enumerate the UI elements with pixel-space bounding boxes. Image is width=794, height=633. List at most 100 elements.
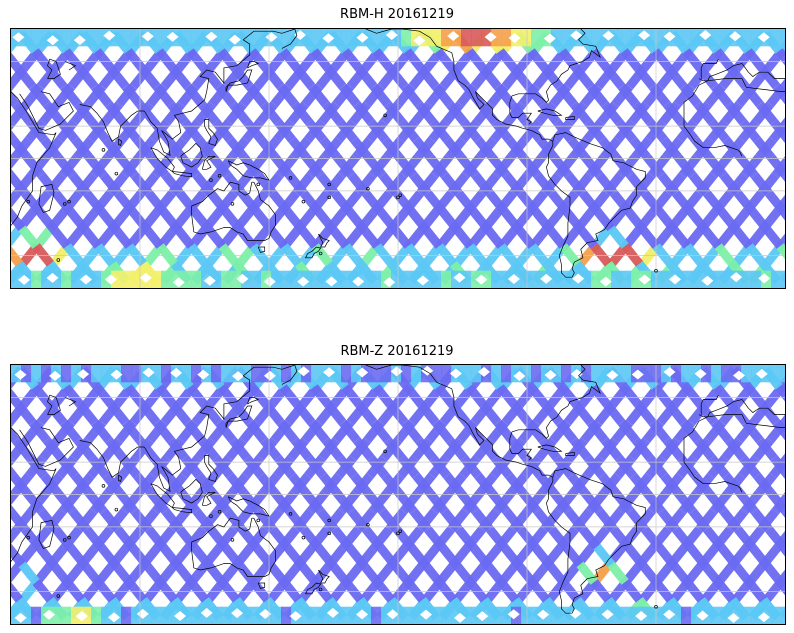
japan-coast xyxy=(225,69,253,92)
band-gap xyxy=(476,611,489,622)
swath-segment xyxy=(14,65,37,90)
band-cell xyxy=(431,606,442,624)
swath-segment xyxy=(156,243,178,267)
panel-top-title: RBM-H 20161219 xyxy=(340,7,454,22)
swath-segment xyxy=(105,437,127,461)
band-cell xyxy=(391,270,402,288)
swath-segment xyxy=(443,472,465,497)
swath-segment xyxy=(63,243,85,267)
swath-segment xyxy=(279,384,301,408)
swath-segment xyxy=(429,119,451,143)
swath-segment xyxy=(21,190,43,214)
swath-segment xyxy=(494,83,516,108)
swath-segment xyxy=(121,419,144,444)
island-outline xyxy=(230,538,235,542)
swath-segment xyxy=(209,154,232,179)
swath-segment xyxy=(217,384,239,408)
band-cell xyxy=(461,270,472,288)
band-cell xyxy=(41,29,52,47)
swath-segment xyxy=(384,101,406,125)
hispaniola-coast xyxy=(565,452,575,456)
band-cell xyxy=(771,270,782,288)
swath-segment xyxy=(488,490,511,515)
swath-segment xyxy=(252,543,274,568)
band-cell xyxy=(501,270,512,288)
band-cell xyxy=(181,606,192,624)
sri-lanka-coast xyxy=(118,474,123,482)
swath-segment xyxy=(133,136,155,161)
swath-segment xyxy=(479,401,502,426)
swath-segment xyxy=(45,65,68,90)
swath-segment xyxy=(378,172,401,196)
band-cell xyxy=(21,365,32,383)
swath-segment xyxy=(548,526,570,550)
swath-segment xyxy=(624,207,646,232)
swath-segment xyxy=(83,526,105,550)
swath-segment xyxy=(694,437,716,461)
swath-segment xyxy=(207,190,229,214)
swath-segment xyxy=(63,579,85,603)
band-cell xyxy=(711,270,722,288)
band-cell xyxy=(121,606,132,624)
band-cell xyxy=(551,606,562,624)
band-cell xyxy=(741,29,752,47)
sri-lanka-coast xyxy=(118,138,123,146)
band-gap xyxy=(694,368,707,379)
band-gap xyxy=(14,369,27,380)
band-gap xyxy=(543,33,556,44)
swath-segment xyxy=(11,172,29,196)
swath-segment xyxy=(765,526,785,550)
swath-segment xyxy=(221,543,243,568)
japan-coast xyxy=(225,405,253,428)
swath-segment xyxy=(739,119,761,143)
swath-segment xyxy=(739,455,761,479)
swath-segment xyxy=(93,384,115,408)
swath-segment xyxy=(584,455,606,479)
swath-segment xyxy=(93,48,115,72)
swath-segment xyxy=(663,101,685,125)
band-cell xyxy=(551,270,562,288)
swath-segment xyxy=(350,136,372,161)
swath-segment xyxy=(579,526,601,550)
swath-segment xyxy=(610,190,632,214)
swath-segment xyxy=(240,154,263,179)
swath-segment xyxy=(710,419,733,444)
swath-segment xyxy=(111,225,133,249)
band-gap xyxy=(449,368,462,379)
swath-segment xyxy=(260,101,282,125)
swath-segment xyxy=(434,384,456,408)
swath-segment xyxy=(364,154,387,179)
band-cell xyxy=(521,365,532,383)
swath-segment xyxy=(440,508,463,532)
swath-segment xyxy=(18,225,40,249)
band-cell xyxy=(531,270,542,288)
swath-segment xyxy=(581,490,604,515)
madagascar-coast xyxy=(38,519,55,549)
swath-segment xyxy=(153,83,175,108)
swath-segment xyxy=(753,472,775,497)
band-cell xyxy=(131,270,142,288)
gulf-north-coast xyxy=(509,29,601,114)
band-cell xyxy=(41,270,52,288)
swath-segment xyxy=(12,101,34,125)
band-gap xyxy=(79,274,92,285)
band-gap xyxy=(478,366,491,377)
swath-segment xyxy=(328,225,350,249)
swath-segment xyxy=(187,243,209,267)
band-gap xyxy=(323,367,336,378)
band-cell xyxy=(41,365,52,383)
swath-segment xyxy=(708,455,730,479)
swath-segment xyxy=(23,490,46,515)
swath-segment xyxy=(435,579,457,603)
band-gap xyxy=(638,30,651,41)
island-outline xyxy=(101,484,106,488)
swath-segment xyxy=(277,83,299,108)
band-gap xyxy=(386,609,399,620)
swath-segment xyxy=(269,190,291,214)
swath-segment xyxy=(40,136,62,161)
swath-segment xyxy=(398,455,420,479)
band-cell xyxy=(711,606,722,624)
swath-segment xyxy=(780,414,785,423)
swath-segment xyxy=(646,119,668,143)
europe-coast xyxy=(698,63,785,82)
